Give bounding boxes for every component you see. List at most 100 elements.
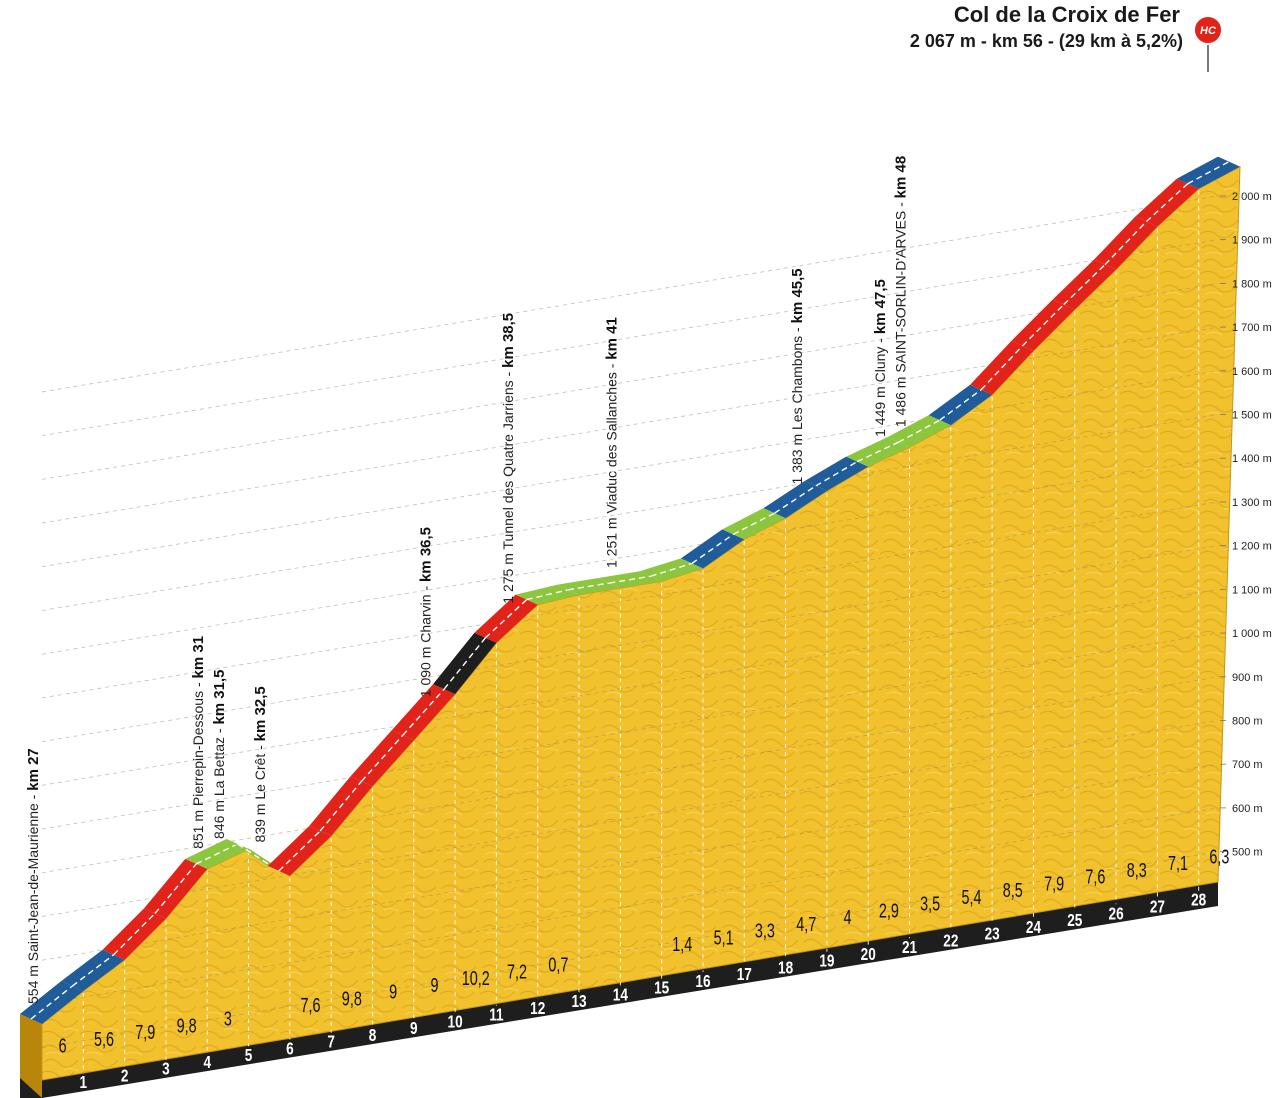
road-segment [267,825,332,876]
road-centerline [195,843,238,865]
km-marker: 7 [327,1033,335,1052]
road-segment [474,594,538,643]
gradient-road [20,156,1240,1024]
grid-line [41,414,1219,611]
gradient-label: 5,6 [94,1027,114,1050]
altitude-tick-label: 1 500 m [1232,410,1272,422]
grid-line [41,807,1219,1005]
road-centerline [939,389,982,421]
km-marker: 9 [410,1020,418,1039]
gradient-label: 0,7 [548,953,568,976]
road-centerline [732,512,775,535]
waypoints: 554 m Saint-Jean-de-Maurienne - km 27 851… [25,156,910,1004]
road-centerline [815,460,858,487]
waypoint-label: 1 383 m Les Chambons - km 45,5 [789,268,806,484]
gradient-label: 5,4 [961,885,981,908]
waypoint: 851 m Pierrepin-Dessous - km 31 [190,636,207,849]
road-segment [102,908,166,960]
km-dividers [82,190,1200,1074]
grid-line [41,763,1219,961]
km-marker: 21 [902,939,917,958]
summit-title: Col de la Croix de Fer [954,2,1181,27]
grid-line [41,545,1219,743]
waypoint-km: km 47,5 [872,279,889,334]
waypoint-km: km 45,5 [789,268,806,323]
waypoint-km: km 27 [25,748,42,791]
road-centerline [443,637,486,690]
altitude-tick-label: 1 600 m [1232,366,1272,378]
altitude-tick-label: 1 900 m [1232,235,1272,247]
altitude-tick-label: 1 300 m [1232,497,1272,509]
waypoint-km: km 31,5 [211,670,228,725]
gradient-label: 7,1 [1168,852,1188,875]
waypoint-km: km 36,5 [417,527,434,582]
gradient-label: 8,5 [1003,879,1023,902]
altitude-tick-label: 1 000 m [1232,628,1272,640]
gradient-label: 3 [224,1007,232,1030]
km-marker: 26 [1109,905,1124,924]
km-marker: 23 [985,925,1000,944]
altitude-axis: 500 m 600 m 700 m 800 m 900 m 1 000 m 1 100 m 1… [1220,191,1272,859]
gradient-label: 7,6 [1085,865,1105,888]
waypoint-km: km 41 [603,317,620,360]
grid-line [41,195,1219,393]
km-marker: 22 [943,932,958,951]
altitude-tick-label: 900 m [1232,672,1263,684]
gradient-label: 6 [59,1034,67,1057]
km-marker: 3 [162,1060,170,1079]
waypoint: 1 486 m SAINT-SORLIN-D'ARVES - km 48 [893,156,910,427]
road-centerline [856,441,899,463]
waypoint: 839 m Le Crêt - km 32,5 [252,686,269,842]
waypoint: 1 090 m Charvin - km 36,5 [417,527,434,697]
road-centerline [1187,161,1230,185]
waypoint-label: 554 m Saint-Jean-de-Maurienne - km 27 [25,748,42,1004]
grid-line [41,501,1219,699]
gradient-label: 9,8 [342,987,362,1010]
altitude-tick-label: 600 m [1232,803,1263,815]
km-marker: 6 [286,1040,294,1059]
gradient-label: 9,8 [177,1014,197,1037]
gradient-label: 10,2 [462,966,490,989]
km-marker: 2 [121,1067,129,1086]
road-centerline [980,345,1023,391]
gradient-label: 7,9 [1044,872,1064,895]
km-marker: 15 [654,979,669,998]
waypoint-label: 846 m La Bettaz - km 31,5 [211,670,228,839]
gradient-label: 3,5 [920,892,940,915]
km-marker: 19 [819,952,834,971]
waypoint-label: 1 251 m Viaduc des Sallanches - km 41 [603,317,620,568]
altitude-tick-label: 1 400 m [1232,453,1272,465]
waypoint: 554 m Saint-Jean-de-Maurienne - km 27 [25,748,42,1004]
waypoint-label: 839 m Le Crêt - km 32,5 [252,686,269,842]
road-centerline [774,485,817,514]
road-centerline [71,954,115,987]
road-segment [20,981,84,1024]
road-centerline [319,780,363,832]
summit-subtitle: 2 067 m - km 56 - (29 km à 5,2%) [910,31,1183,51]
waypoint-km: km 48 [893,156,910,199]
km-marker: 5 [245,1047,253,1066]
altitude-tick-label: 500 m [1232,847,1263,859]
km-marker: 28 [1191,891,1206,910]
road-centerline [402,688,445,736]
waypoint-label: 1 090 m Charvin - km 36,5 [417,527,434,697]
waypoint: 846 m La Bettaz - km 31,5 [211,670,228,839]
altitude-tick-label: 2 000 m [1232,191,1272,203]
km-marker: 4 [203,1053,211,1072]
road-centerline [691,533,734,564]
altitude-tick-label: 1 700 m [1232,322,1272,334]
waypoint: 1 275 m Tunnel des Quatre Jarriens - km … [500,313,517,604]
summit-header: Col de la Croix de Fer 2 067 m - km 56 -… [910,2,1223,72]
grid-line [41,720,1219,917]
grid-line [41,457,1219,655]
profile-base [20,882,1218,1098]
waypoint-label: 851 m Pierrepin-Dessous - km 31 [190,636,207,849]
waypoint: 1 449 m Cluny - km 47,5 [872,279,889,437]
road-segment [1011,299,1075,351]
gradient-label: 9 [389,980,397,1003]
waypoint-label: 1 486 m SAINT-SORLIN-D'ARVES - km 48 [893,156,910,427]
altitude-tick-label: 1 200 m [1232,541,1272,553]
road-centerline [526,589,569,601]
km-marker: 1 [80,1074,88,1093]
km-marker: 17 [737,966,752,985]
